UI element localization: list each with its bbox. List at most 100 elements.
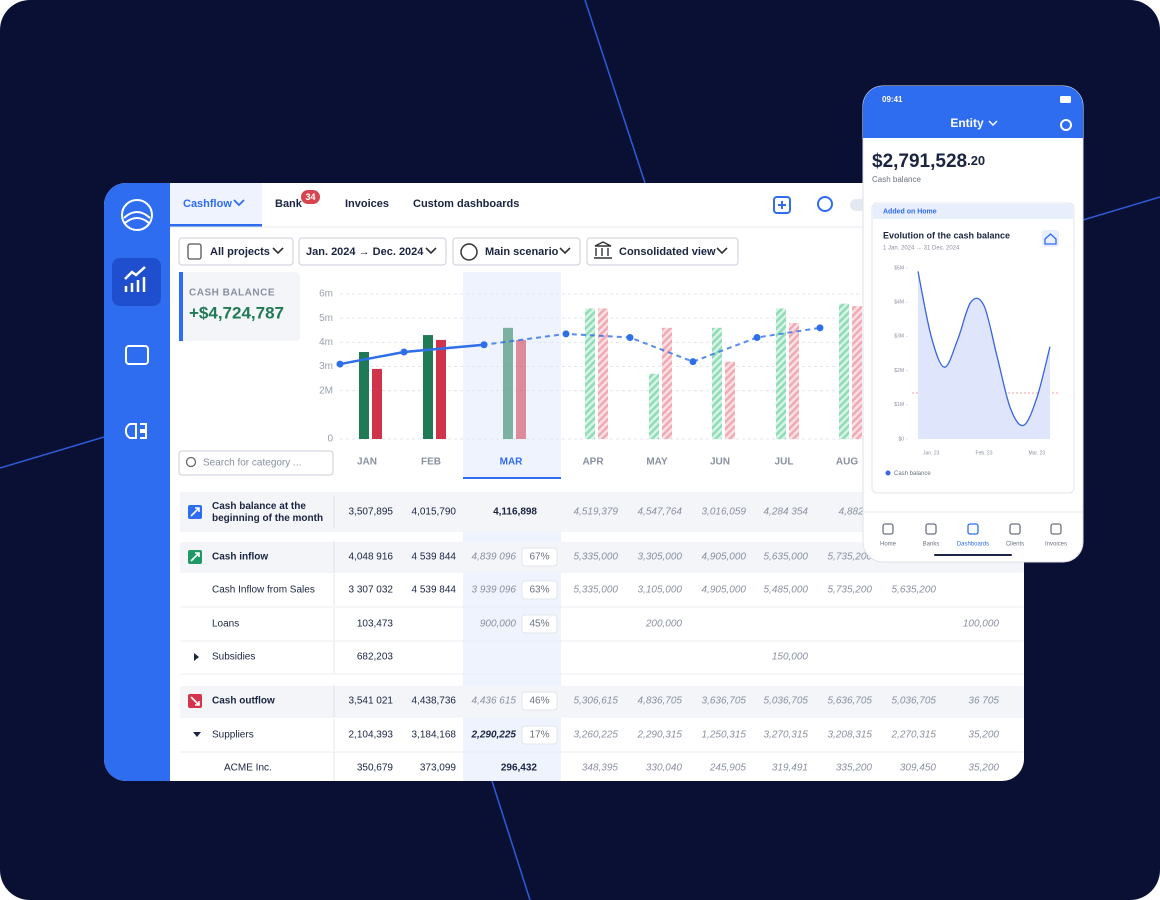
cell: 350,679 (357, 763, 394, 774)
cell: 3 307 032 (349, 585, 394, 596)
expand-arrow[interactable] (194, 653, 199, 661)
cell: 4,438,736 (412, 696, 457, 707)
filter-label: Consolidated view (619, 246, 716, 258)
cell: 4,519,379 (574, 507, 619, 518)
cell: 100,000 (963, 619, 1000, 630)
cell: 4,905,000 (702, 552, 747, 563)
cell: 36 705 (968, 696, 999, 707)
row-label: ACME Inc. (224, 763, 272, 774)
bar (423, 335, 433, 439)
cell: 103,473 (357, 619, 394, 630)
nav-icon[interactable] (882, 523, 894, 535)
cell: 4,436 615 (472, 696, 517, 707)
nav-icon[interactable] (1009, 523, 1021, 535)
y-tick-label: $2M (894, 368, 904, 374)
cell: 335,200 (836, 763, 873, 774)
y-tick-label: $0 (898, 436, 904, 442)
share-box (521, 614, 558, 634)
cell: 3,184,168 (412, 730, 457, 741)
bar (725, 361, 735, 439)
cell: 2,290,315 (637, 730, 683, 741)
cell: 4,905,000 (702, 585, 747, 596)
y-tick-label: 5m (319, 313, 333, 324)
cell: 900,000 (480, 619, 517, 630)
nav-icon[interactable] (925, 523, 937, 535)
entity-selector[interactable]: Entity (950, 116, 984, 130)
x-tick-label[interactable]: AUG (836, 457, 858, 468)
search-input[interactable] (178, 450, 334, 476)
share: 45% (529, 619, 549, 630)
cell: 5,735,200 (828, 552, 873, 563)
tab-active[interactable] (170, 183, 262, 227)
cell: 348,395 (582, 763, 619, 774)
balance-value: +$4,724,787 (189, 303, 284, 322)
expand-arrow[interactable] (193, 732, 201, 737)
x-tick-label[interactable]: FEB (421, 457, 441, 468)
cell: 4 539 844 (412, 585, 457, 596)
cell: 5,635,000 (764, 552, 809, 563)
x-tick-label[interactable]: JUL (775, 457, 794, 468)
bar (359, 352, 369, 439)
share-box (521, 725, 558, 745)
legend-marker (885, 470, 891, 476)
mobile-app: 09:41 Entity $2,791,528.20 Cash balance … (862, 85, 1084, 563)
cashflow-chart: 0 2M 3m 4m 5m 6m JAN FEB MAR APR MAY JUN JUL AUG (319, 289, 1024, 479)
cell: 245,905 (709, 763, 747, 774)
cell: 5,036,705 (892, 696, 937, 707)
cell: 373,099 (420, 763, 457, 774)
nav-wallet[interactable] (125, 345, 149, 365)
amount: $2,791,528 (872, 151, 967, 172)
month-underline (463, 477, 561, 479)
nav-icon[interactable] (967, 523, 979, 535)
search-placeholder: Search for category ... (203, 458, 301, 469)
nav-label[interactable]: Dashboards (957, 542, 989, 548)
nav-label[interactable]: Banks (923, 542, 940, 548)
nav-magnet[interactable] (124, 423, 147, 439)
bar (585, 308, 595, 439)
search-button[interactable] (817, 196, 833, 212)
line-point (480, 341, 488, 349)
nav-label[interactable]: Invoices (1045, 542, 1067, 548)
cell: 4,116,898 (493, 507, 537, 518)
cell: 4,284 354 (764, 507, 809, 518)
cell: 319,491 (772, 763, 808, 774)
row-label-line: beginning of the month (212, 513, 323, 524)
tab[interactable]: Bank (275, 198, 303, 210)
tab[interactable]: Cashflow (183, 198, 232, 210)
settings[interactable] (1060, 119, 1072, 131)
filter[interactable] (452, 237, 581, 266)
x-tick-label[interactable]: APR (582, 457, 604, 468)
y-tick-label: $3M (894, 334, 904, 340)
nav-dashboard[interactable] (112, 258, 161, 306)
balance-label: CASH BALANCE (189, 288, 275, 299)
cell: 3 939 096 (472, 585, 517, 596)
x-tick-label[interactable]: MAR (500, 457, 524, 468)
share: 63% (529, 585, 549, 596)
nav-label[interactable]: Clients (1006, 542, 1024, 548)
filter[interactable] (178, 237, 294, 266)
add-button[interactable] (773, 196, 791, 214)
x-tick-label[interactable]: JUN (710, 457, 730, 468)
bar (852, 306, 862, 439)
row-label: Cash Inflow from Sales (212, 585, 315, 596)
cell: 3,260,225 (574, 730, 619, 741)
cell: 4,882,6 (839, 507, 873, 518)
x-tick-label[interactable]: JAN (357, 457, 377, 468)
filter[interactable] (586, 237, 739, 266)
balance-card (179, 272, 300, 341)
bar (712, 327, 722, 439)
tab[interactable]: Custom dashboards (413, 198, 519, 210)
x-tick-label[interactable]: MAY (646, 457, 668, 468)
filter[interactable] (298, 237, 447, 266)
nav-icon[interactable] (1050, 523, 1062, 535)
badge: 34 (305, 192, 315, 202)
row-label: Cash inflow (212, 552, 268, 563)
tab[interactable]: Invoices (345, 198, 389, 210)
cell: 5,335,000 (574, 552, 619, 563)
widget-title: Evolution of the cash balance (883, 230, 1010, 240)
cell: 5,306,615 (574, 696, 619, 707)
widget-tag: Added on Home (883, 208, 937, 215)
nav-label[interactable]: Home (880, 542, 897, 548)
cell: 3,016,059 (702, 507, 747, 518)
